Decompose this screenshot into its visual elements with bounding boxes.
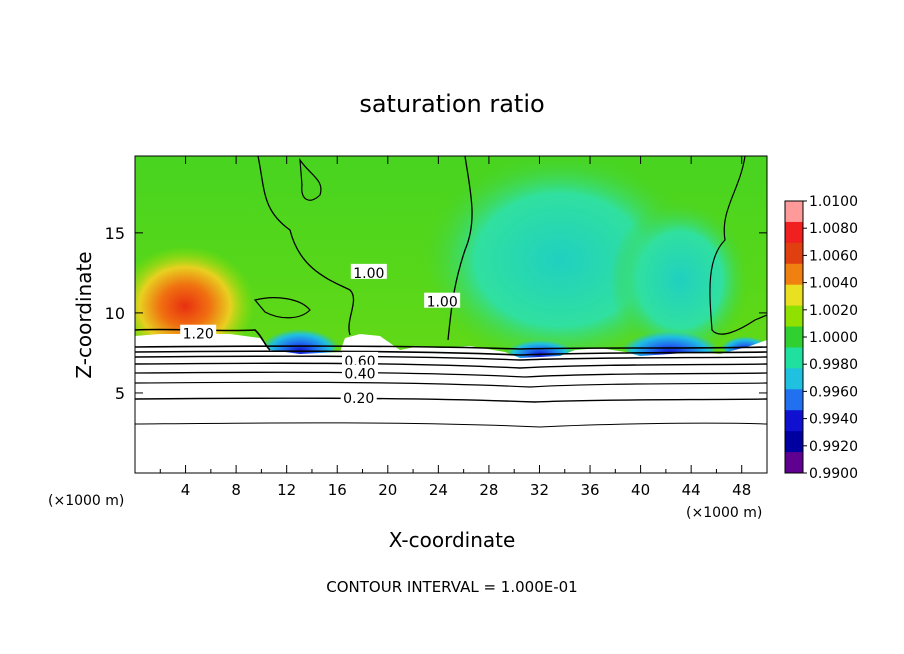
- x-tick-label: 24: [429, 481, 448, 499]
- x-tick-label: 48: [732, 481, 751, 499]
- plot-frame: [134, 155, 768, 474]
- x-tick-label: 8: [231, 481, 241, 499]
- contour-label-bg: [341, 351, 378, 367]
- x-tick-label: 40: [631, 481, 650, 499]
- contour-label-bg: [340, 388, 377, 404]
- contour-label: 1.20: [183, 327, 214, 343]
- field-cyan-region-right: [610, 200, 750, 360]
- colorbar-swatch: [785, 201, 803, 223]
- contour-label: 1.00: [353, 266, 384, 282]
- colorbar-swatch: [785, 431, 803, 453]
- x-axis-label: X-coordinate: [389, 528, 516, 552]
- y-axis-label: Z-coordinate: [72, 251, 96, 378]
- y-axis: 5 10 15: [105, 224, 767, 403]
- colorbar: 1.0100 1.0080 1.0060 1.0040 1.0020 1.0000 0.99…: [784, 194, 858, 482]
- colorbar-swatch: [785, 368, 803, 390]
- colorbar-label: 0.9940: [809, 412, 858, 428]
- contour-label: 0.20: [343, 391, 374, 407]
- colorbar-swatch: [785, 263, 803, 286]
- colorbar-swatch: [785, 284, 803, 307]
- x-tick-label: 4: [181, 481, 191, 499]
- colorbar-label: 1.0100: [809, 194, 858, 210]
- colorbar-label: 0.9980: [809, 357, 858, 373]
- cloud-free-lower-region: [135, 334, 767, 473]
- chart-title: saturation ratio: [359, 90, 544, 118]
- contour-label-bg: [350, 263, 387, 279]
- contour-lines: [135, 156, 767, 428]
- field-blue-region-3: [620, 318, 720, 362]
- x-tick-label: 28: [479, 481, 498, 499]
- colorbar-swatch: [785, 326, 803, 348]
- colorbar-swatch: [785, 242, 803, 265]
- colorbar-label: 0.9920: [809, 439, 858, 455]
- y-tick-label: 15: [105, 224, 125, 243]
- contour-interval-note: CONTOUR INTERVAL = 1.000E-01: [326, 578, 577, 596]
- contour-label-bg: [424, 292, 461, 308]
- colorbar-label: 1.0020: [809, 303, 858, 319]
- contour-label-group: 1.201.001.000.600.400.20: [180, 263, 461, 407]
- x-unit-left: (×1000 m): [48, 493, 124, 509]
- x-tick-label: 32: [530, 481, 549, 499]
- y-tick-label: 10: [105, 304, 125, 323]
- colorbar-label: 1.0080: [809, 221, 858, 237]
- x-axis: 4 8 12 16 20 24 28 32 36 40 44 48: [159, 156, 751, 499]
- colorbar-label: 0.9900: [809, 466, 858, 482]
- contour-label-bg: [341, 364, 378, 380]
- x-tick-label: 20: [378, 481, 397, 499]
- colorbar-label: 0.9960: [809, 384, 858, 400]
- field-blue-region-1: [260, 316, 340, 360]
- colorbar-swatch: [785, 389, 803, 411]
- plot-area: 1.201.001.000.600.400.20: [135, 156, 767, 473]
- colorbar-label: 1.0040: [809, 276, 858, 292]
- x-tick-label: 44: [682, 481, 701, 499]
- colorbar-label: 1.0000: [809, 330, 858, 346]
- x-tick-label: 16: [328, 481, 347, 499]
- x-unit-right: (×1000 m): [686, 505, 762, 521]
- colorbar-swatch: [785, 452, 803, 474]
- contour-label: 0.40: [344, 367, 375, 383]
- x-tick-label: 36: [580, 481, 599, 499]
- y-tick-label: 5: [115, 384, 125, 403]
- colorbar-swatch: [785, 347, 803, 369]
- colorbar-label: 1.0060: [809, 248, 858, 264]
- x-tick-label: 12: [277, 481, 296, 499]
- colorbar-swatch: [785, 305, 803, 328]
- contour-label-bg: [180, 324, 217, 340]
- contour-label: 1.00: [427, 295, 458, 311]
- colorbar-swatch: [785, 410, 803, 432]
- colorbar-swatch: [785, 221, 803, 244]
